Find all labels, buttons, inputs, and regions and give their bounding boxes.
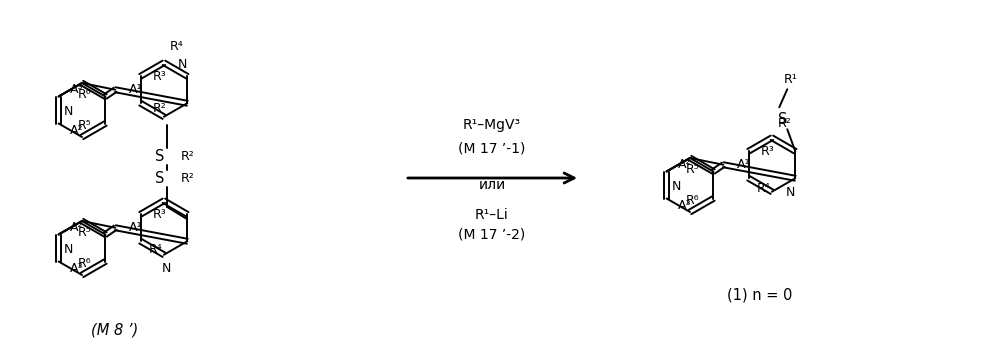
Text: N: N — [785, 186, 795, 199]
Text: R²: R² — [181, 172, 195, 185]
Text: R⁵: R⁵ — [78, 119, 92, 132]
Text: R⁶: R⁶ — [78, 257, 92, 270]
Text: A³: A³ — [70, 83, 84, 96]
Text: N: N — [672, 180, 681, 193]
Text: или: или — [478, 178, 506, 192]
Text: A¹: A¹ — [130, 221, 143, 234]
Text: A²: A² — [679, 158, 692, 171]
Text: R⁴: R⁴ — [170, 40, 184, 53]
Text: R¹: R¹ — [783, 73, 797, 86]
Text: R⁶: R⁶ — [686, 194, 700, 207]
Text: R³: R³ — [760, 145, 774, 158]
Text: N: N — [64, 105, 73, 118]
Text: (M 17 ’-2): (M 17 ’-2) — [458, 228, 526, 242]
Text: A³: A³ — [70, 262, 84, 275]
Text: S: S — [156, 149, 165, 164]
Text: N: N — [178, 58, 187, 71]
Text: A²: A² — [70, 221, 84, 234]
Text: R²: R² — [153, 102, 167, 115]
Text: R²: R² — [181, 150, 195, 163]
Text: (M 8 ’): (M 8 ’) — [92, 323, 139, 337]
Text: R⁵: R⁵ — [686, 163, 700, 176]
Text: N: N — [64, 243, 73, 256]
Text: R⁵: R⁵ — [78, 226, 92, 239]
Text: R⁴: R⁴ — [149, 243, 163, 256]
Text: R²: R² — [777, 117, 791, 130]
Text: (M 17 ’-1): (M 17 ’-1) — [458, 141, 526, 155]
Text: R¹–MgV³: R¹–MgV³ — [463, 118, 521, 132]
Text: R³: R³ — [153, 208, 167, 221]
Text: A³: A³ — [679, 199, 692, 212]
Text: R⁶: R⁶ — [78, 88, 92, 101]
Text: S: S — [777, 112, 787, 127]
Text: N: N — [163, 262, 172, 275]
Text: S: S — [156, 171, 165, 186]
Text: A¹: A¹ — [130, 83, 143, 96]
Text: (1) n = 0: (1) n = 0 — [728, 287, 792, 303]
Text: A²: A² — [70, 124, 84, 137]
Text: R³: R³ — [153, 70, 167, 83]
Text: A¹: A¹ — [738, 158, 750, 171]
Text: R⁴: R⁴ — [756, 182, 770, 195]
Text: R¹–Li: R¹–Li — [475, 208, 509, 222]
